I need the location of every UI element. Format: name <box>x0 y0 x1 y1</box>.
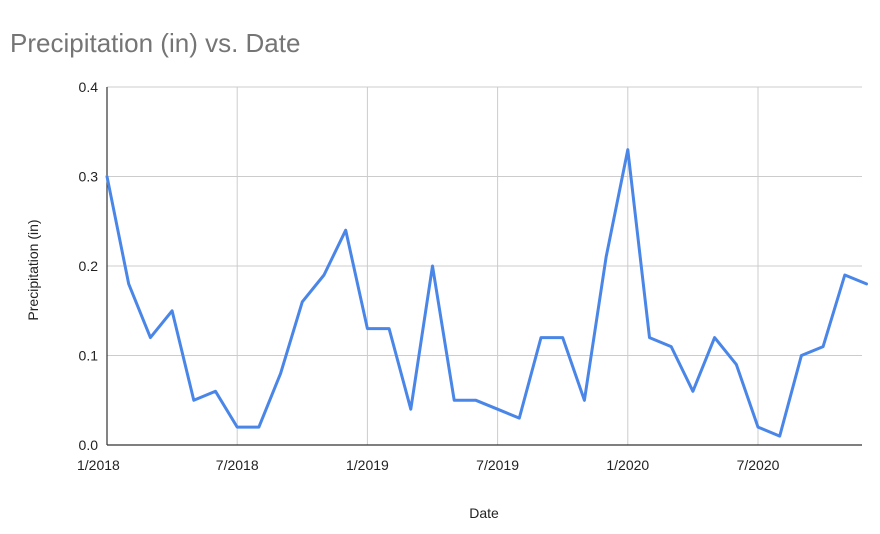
x-tick-label-0: 1/2018 <box>77 457 120 473</box>
data-point-16 <box>452 398 456 402</box>
data-point-19 <box>517 416 521 420</box>
data-point-23 <box>604 255 608 259</box>
data-point-34 <box>843 273 847 277</box>
data-point-15 <box>431 264 435 268</box>
data-point-4 <box>192 398 196 402</box>
data-point-3 <box>170 309 174 313</box>
data-point-0 <box>105 175 109 179</box>
data-point-22 <box>582 398 586 402</box>
data-point-7 <box>257 425 261 429</box>
data-point-13 <box>387 327 391 331</box>
data-point-6 <box>235 425 239 429</box>
data-point-2 <box>148 336 152 340</box>
data-point-1 <box>127 282 131 286</box>
data-point-24 <box>626 148 630 152</box>
data-point-9 <box>300 300 304 304</box>
data-point-32 <box>799 354 803 358</box>
y-tick-label-1: 0.1 <box>79 348 99 364</box>
data-point-28 <box>713 336 717 340</box>
data-point-21 <box>561 336 565 340</box>
data-point-18 <box>496 407 500 411</box>
x-tick-labels: 1/2018 7/2018 1/2019 7/2019 1/2020 7/2020 <box>77 457 780 473</box>
x-tick-label-1: 7/2018 <box>216 457 259 473</box>
y-tick-labels: 0.0 0.1 0.2 0.3 0.4 <box>79 79 99 453</box>
data-point-10 <box>322 273 326 277</box>
x-tick-label-3: 7/2019 <box>476 457 519 473</box>
chart-title: Precipitation (in) vs. Date <box>10 28 300 58</box>
y-tick-label-0: 0.0 <box>79 437 99 453</box>
series-line <box>105 148 868 438</box>
y-axis-label: Precipitation (in) <box>25 219 41 320</box>
data-point-5 <box>214 389 218 393</box>
data-point-20 <box>539 336 543 340</box>
data-point-8 <box>279 371 283 375</box>
x-tick-label-5: 7/2020 <box>737 457 780 473</box>
y-tick-label-2: 0.2 <box>79 258 99 274</box>
data-point-27 <box>691 389 695 393</box>
x-tick-label-2: 1/2019 <box>346 457 389 473</box>
data-point-29 <box>734 362 738 366</box>
data-point-35 <box>865 282 869 286</box>
data-point-31 <box>778 434 782 438</box>
data-point-25 <box>648 336 652 340</box>
data-point-30 <box>756 425 760 429</box>
x-tick-label-4: 1/2020 <box>606 457 649 473</box>
data-point-26 <box>669 345 673 349</box>
data-point-12 <box>365 327 369 331</box>
series-precipitation <box>105 148 869 438</box>
y-tick-label-4: 0.4 <box>79 79 99 95</box>
data-point-33 <box>821 345 825 349</box>
x-axis-label: Date <box>469 505 499 521</box>
data-point-14 <box>409 407 413 411</box>
data-point-11 <box>344 228 348 232</box>
grid-lines <box>106 86 862 446</box>
data-point-17 <box>474 398 478 402</box>
y-tick-label-3: 0.3 <box>79 169 99 185</box>
